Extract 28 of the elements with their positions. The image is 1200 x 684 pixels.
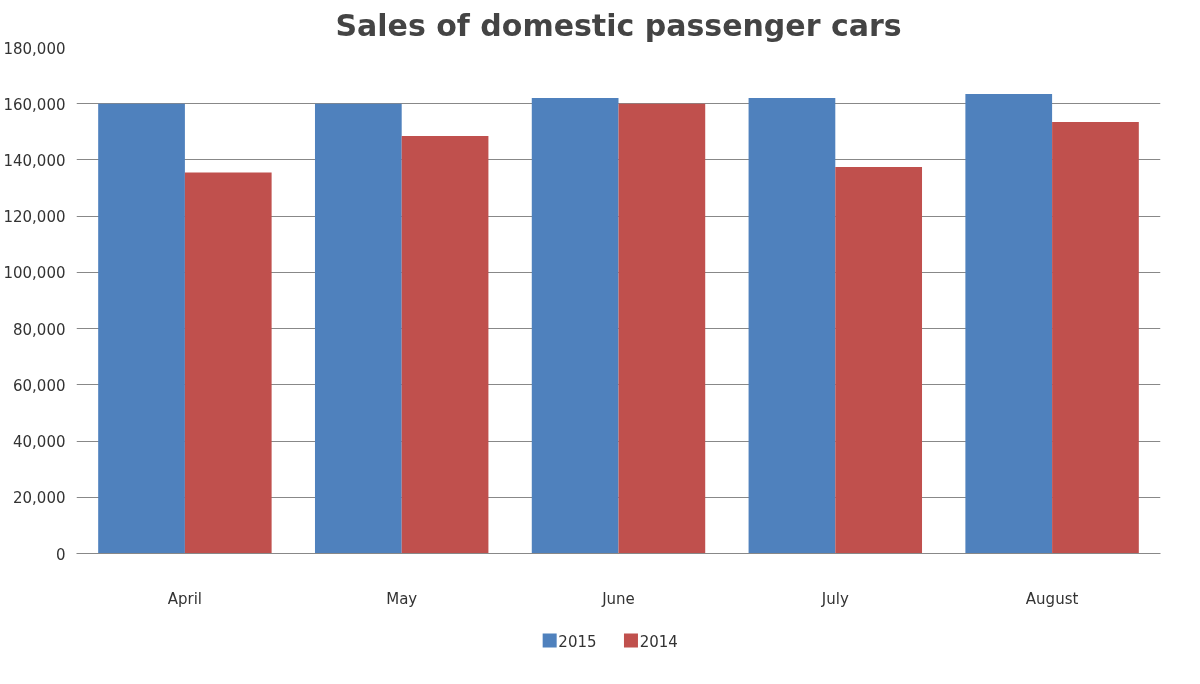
bar — [1052, 121, 1139, 554]
bar — [618, 103, 706, 554]
legend-label: 2015 — [558, 632, 597, 651]
x-tick-label: June — [601, 589, 635, 608]
bar — [314, 103, 402, 554]
x-tick-label: August — [1025, 589, 1079, 608]
bar — [184, 172, 272, 554]
bar — [401, 136, 489, 554]
bar — [748, 98, 836, 554]
x-tick-label: May — [386, 589, 418, 608]
bar — [965, 93, 1053, 554]
y-tick-label: 160,000 — [3, 95, 66, 114]
chart-title: Sales of domestic passenger cars — [335, 7, 902, 43]
y-tick-label: 180,000 — [3, 39, 66, 58]
y-tick-label: 0 — [55, 545, 66, 564]
y-tick-label: 60,000 — [13, 376, 66, 395]
y-tick-label: 100,000 — [3, 264, 66, 283]
y-tick-label: 20,000 — [13, 489, 66, 508]
bar — [531, 98, 619, 554]
y-tick-label: 140,000 — [3, 151, 66, 170]
legend-label: 2014 — [639, 632, 678, 651]
bar — [835, 166, 923, 554]
y-tick-label: 80,000 — [13, 320, 66, 339]
y-tick-label: 40,000 — [13, 433, 66, 452]
x-tick-label: July — [820, 589, 849, 608]
x-tick-label: April — [167, 589, 203, 608]
y-tick-label: 120,000 — [3, 208, 66, 227]
bar — [98, 103, 185, 554]
